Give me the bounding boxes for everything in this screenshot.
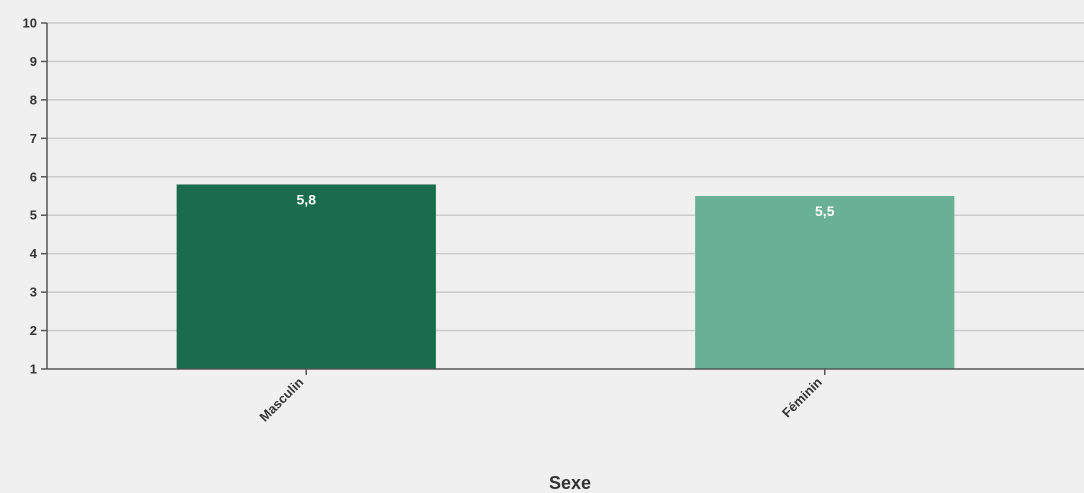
- x-axis-category-labels: Masculin Féminin: [256, 374, 824, 424]
- y-axis-tick-labels: 1 2 3 4 5 6 7 8 9 10: [23, 16, 38, 377]
- bar-2: [695, 196, 955, 369]
- y-tick-label: 8: [30, 92, 37, 107]
- y-tick-label: 5: [30, 208, 37, 223]
- y-tick-label: 4: [30, 246, 38, 261]
- bar-1: [176, 184, 436, 369]
- data-labels: 5,8 5,5: [297, 191, 835, 219]
- category-label: Féminin: [779, 374, 825, 420]
- y-tick-label: 6: [30, 169, 37, 184]
- y-tick-label: 9: [30, 54, 37, 69]
- y-tick-label: 3: [30, 285, 37, 300]
- x-axis-title: Sexe: [549, 473, 591, 493]
- y-tick-label: 10: [23, 16, 37, 31]
- y-tick-label: 7: [30, 131, 37, 146]
- category-label: Masculin: [256, 374, 306, 424]
- data-label: 5,8: [297, 191, 317, 207]
- y-tick-label: 1: [30, 362, 37, 377]
- axes: [41, 22, 1084, 375]
- y-tick-label: 2: [30, 323, 37, 338]
- data-label: 5,5: [815, 203, 835, 219]
- bars: [176, 184, 955, 369]
